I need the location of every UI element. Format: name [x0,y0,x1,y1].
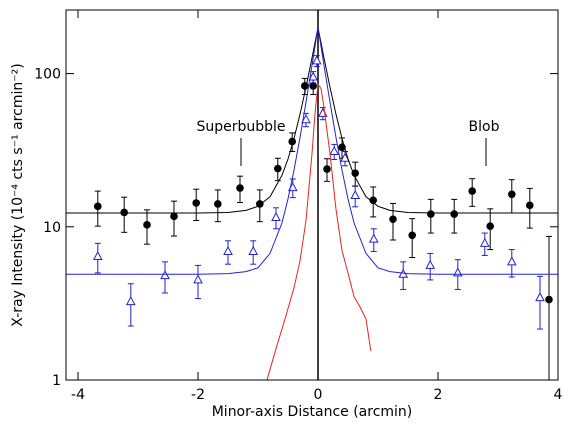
data-point [389,202,397,241]
data-point [92,242,103,274]
data-point [545,235,553,380]
data-point [350,185,361,208]
marker [311,55,322,65]
data-point [236,175,244,204]
data-point [301,112,311,128]
data-point [94,190,102,227]
marker [94,202,102,211]
x-tick-label: 2 [434,387,443,403]
x-axis-title: Minor-axis Distance (arcmin) [212,404,413,420]
marker [160,270,170,280]
marker [450,210,459,218]
marker [535,292,545,302]
marker [248,245,259,255]
x-tick-label: -2 [191,387,205,403]
marker [120,208,128,217]
plot-frame [65,9,559,381]
y-tick-label: 1 [52,373,61,389]
marker [301,114,311,124]
data-point [368,228,379,252]
data-point [125,283,136,327]
marker [170,212,178,221]
data-point [508,179,516,214]
data-point [192,188,200,221]
marker [351,169,360,177]
marker [274,164,282,173]
y-tick-label: 10 [43,220,61,236]
marker [369,196,378,205]
x-tick-label: 0 [314,387,323,403]
data-point [329,143,340,160]
data-point [425,252,436,281]
data-point [398,261,409,290]
y-axis-title: X-ray Intensity (10⁻⁴ cts s⁻¹ arcmin⁻²) [10,63,26,326]
annotation: Superbubble [196,119,285,135]
marker [468,187,477,195]
y-tick-label: 100 [34,67,61,83]
marker [368,233,379,243]
data-point [248,240,259,265]
data-point [311,55,322,68]
data-point [323,158,331,182]
marker [389,215,397,224]
marker [223,245,233,255]
marker [479,237,490,247]
data-point [170,200,178,237]
annotation: Blob [469,119,500,135]
marker [192,199,200,207]
marker [329,145,340,156]
model-line [266,83,372,380]
data-point [120,196,128,233]
marker [526,201,534,210]
marker [271,211,281,221]
marker [317,107,328,117]
data-point [427,198,435,234]
marker [506,256,517,266]
marker [508,190,516,199]
marker [340,152,350,162]
data-point [271,207,281,230]
marker [486,222,495,230]
marker [323,165,331,173]
marker [193,274,203,284]
data-point [223,240,233,265]
data-point [193,264,203,300]
marker [214,200,222,208]
data-point [450,198,459,234]
data-point [479,232,490,256]
data-point [351,161,360,187]
marker [309,82,318,90]
data-point [214,189,222,223]
marker [143,221,151,229]
model-line [66,27,558,275]
data-point [340,151,350,167]
marker [125,296,136,306]
data-point [160,261,170,294]
marker [545,295,553,304]
data-point [274,157,282,182]
x-tick-label: -4 [71,387,85,403]
marker [301,82,309,90]
x-tick-label: 4 [554,387,563,403]
marker [308,71,319,81]
data-point [535,275,545,330]
data-point [408,218,417,259]
marker [236,184,244,192]
marker [425,259,436,269]
data-point [468,178,477,207]
marker [92,250,103,260]
marker [408,231,417,240]
data-point [486,208,495,251]
marker [350,189,361,200]
data-point [526,187,534,229]
plot-area [66,10,558,380]
marker [427,210,435,218]
data-point [255,189,264,223]
data-point [143,209,151,245]
data-point [506,249,517,278]
